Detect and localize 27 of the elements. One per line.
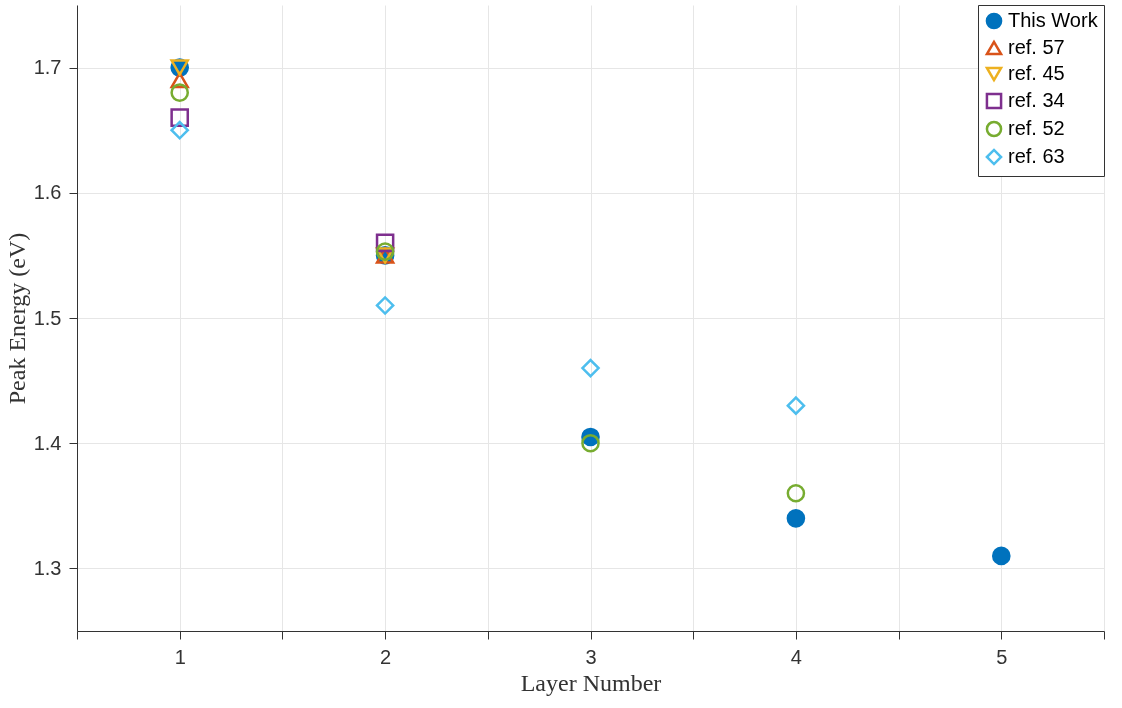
point [170, 120, 190, 140]
legend-label: ref. 34 [1008, 89, 1065, 111]
x-tick-label: 2 [380, 645, 392, 668]
x-tick-label: 1 [174, 645, 186, 668]
legend-label: ref. 63 [1008, 145, 1065, 167]
legend-label: This Work [1008, 9, 1099, 31]
y-tick-label: 1.7 [33, 56, 62, 79]
point [786, 396, 806, 415]
y-tick-label: 1.3 [33, 556, 62, 579]
point [991, 546, 1011, 566]
legend-label: ref. 57 [1008, 36, 1065, 58]
point [786, 509, 806, 528]
x-tick-label: 4 [790, 645, 802, 668]
x-tick-label: 5 [996, 645, 1008, 668]
point [375, 296, 395, 315]
point [581, 358, 600, 378]
y-tick-label: 1.4 [33, 431, 62, 454]
y-axis-title: Peak Energy (eV) [3, 232, 30, 405]
point [786, 483, 806, 503]
legend-label: ref. 52 [1008, 117, 1065, 139]
x-tick-label: 3 [585, 645, 597, 668]
y-tick-label: 1.5 [33, 306, 62, 329]
point [581, 433, 600, 453]
y-tick-label: 1.6 [33, 181, 62, 204]
x-axis-title: Layer Number [520, 669, 662, 696]
legend-label: ref. 45 [1008, 62, 1065, 84]
point [170, 83, 190, 102]
